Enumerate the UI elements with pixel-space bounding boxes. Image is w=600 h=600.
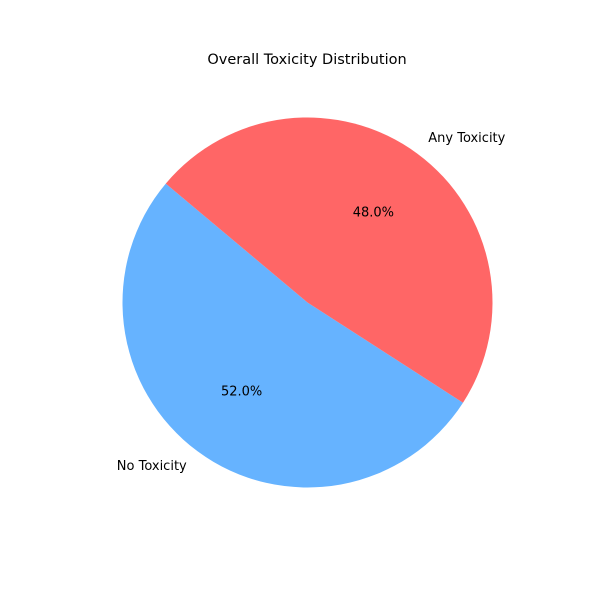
pie-slice-no-toxicity [122, 183, 464, 488]
slice-label-any-toxicity: Any Toxicity [428, 131, 505, 146]
chart-title: Overall Toxicity Distribution [207, 52, 406, 68]
slice-percent-no-toxicity: 52.0% [221, 384, 262, 399]
pie-labels: No Toxicity 52.0% Any Toxicity 48.0% [117, 131, 506, 474]
pie-slice-any-toxicity [165, 117, 493, 403]
slice-percent-any-toxicity: 48.0% [353, 206, 394, 221]
pie-slices [122, 117, 493, 488]
slice-label-no-toxicity: No Toxicity [117, 459, 187, 474]
